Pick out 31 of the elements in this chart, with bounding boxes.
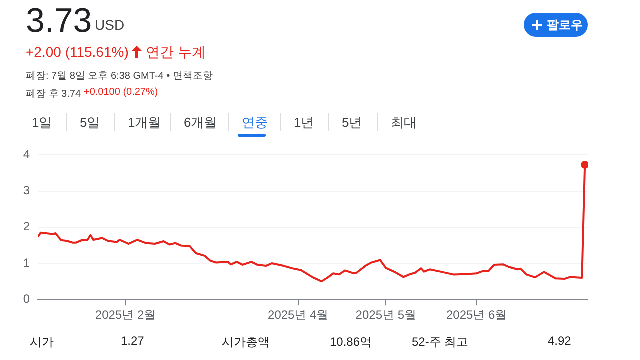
- chart-title: 3.73: [26, 2, 92, 41]
- y-tick-label: 2: [23, 220, 30, 234]
- x-tick-label: 2025년 4월: [268, 308, 329, 322]
- x-tick-label: 2025년 2월: [95, 308, 156, 322]
- y-tick-label: 4: [23, 148, 30, 162]
- text: 폐장 후 3.74: [26, 88, 82, 101]
- text: 1.27: [121, 334, 144, 348]
- text: 1일: [32, 114, 52, 132]
- text: 5일: [80, 114, 100, 132]
- text: 연중: [242, 114, 268, 132]
- text: +0.0100 (0.27%): [84, 87, 158, 98]
- chart-subtitle: USD: [95, 17, 125, 33]
- text: 시가총액: [222, 334, 270, 351]
- text: 1년: [294, 114, 314, 132]
- y-tick-label: 1: [23, 256, 30, 270]
- text: 5년: [342, 114, 362, 132]
- y-tick-label: 0: [23, 292, 30, 306]
- x-tick-label: 2025년 5월: [356, 308, 416, 322]
- text: 6개월: [184, 114, 218, 132]
- text: 팔로우: [547, 17, 583, 34]
- text: 연간 누계: [146, 44, 206, 62]
- y-tick-label: 3: [23, 184, 30, 198]
- text: +2.00 (115.61%): [26, 44, 129, 60]
- text: 52-주 최고: [412, 334, 469, 351]
- text: 4.92: [548, 334, 572, 348]
- text: 10.86억: [330, 334, 372, 351]
- text: 시가: [30, 334, 54, 351]
- x-tick-label: 2025년 6월: [446, 308, 508, 322]
- text: 1개월: [128, 114, 162, 132]
- text: 최대: [391, 114, 417, 132]
- text: 폐장: 7월 8일 오후 6:38 GMT-4 • 면책조항: [26, 70, 213, 83]
